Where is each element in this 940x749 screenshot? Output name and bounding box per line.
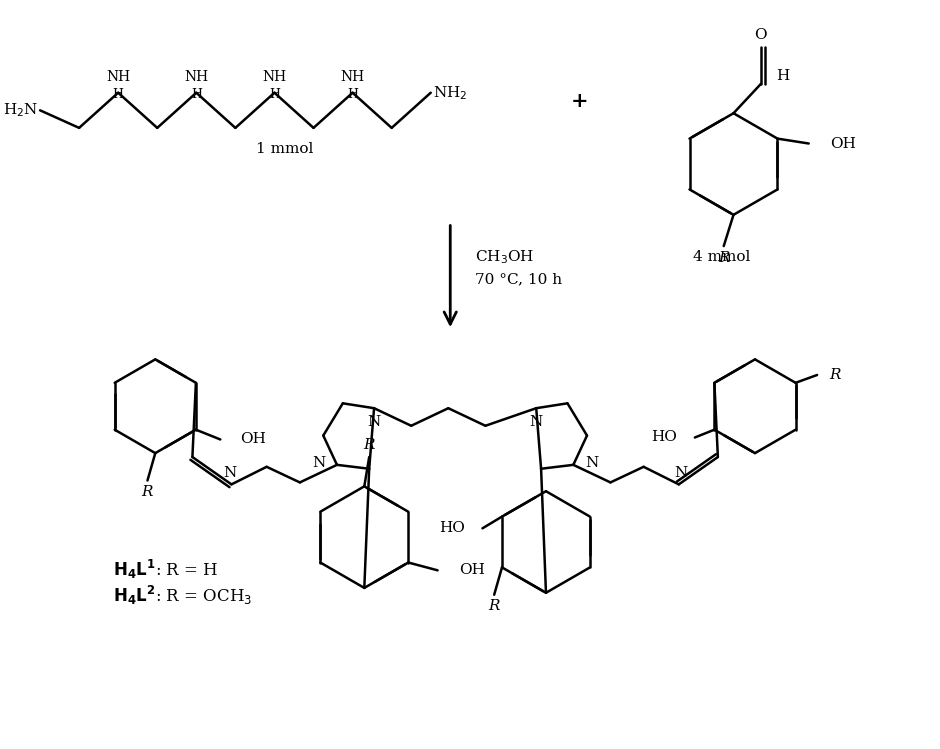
Text: N: N [585,456,598,470]
Text: H$_2$N: H$_2$N [3,101,39,119]
Text: 4 mmol: 4 mmol [693,250,750,264]
Text: 70 °C, 10 h: 70 °C, 10 h [475,273,562,286]
Text: HO: HO [651,431,678,444]
Text: H: H [776,69,789,83]
Text: OH: OH [459,563,485,577]
Text: N: N [368,415,381,429]
Text: OH: OH [830,136,856,151]
Text: HO: HO [439,521,465,536]
Text: NH: NH [184,70,209,84]
Text: N: N [223,466,236,479]
Text: N: N [674,466,687,479]
Text: NH: NH [262,70,287,84]
Text: 1 mmol: 1 mmol [256,142,313,157]
Text: R: R [364,438,375,452]
Text: H: H [113,88,124,101]
Text: O: O [755,28,767,42]
Text: R: R [718,251,729,265]
Text: CH$_3$OH: CH$_3$OH [475,248,534,266]
Text: H: H [269,88,280,101]
Text: $\mathbf{H_4L^1}$: R = H: $\mathbf{H_4L^1}$: R = H [114,558,219,581]
Text: N: N [529,415,542,429]
Text: NH: NH [106,70,131,84]
Text: H: H [347,88,358,101]
Text: R: R [142,485,153,499]
Text: NH: NH [340,70,365,84]
Text: NH$_2$: NH$_2$ [432,84,467,102]
Text: N: N [312,456,325,470]
Text: +: + [571,91,588,111]
Text: OH: OH [240,432,266,446]
Text: R: R [489,599,500,613]
Text: $\mathbf{H_4L^2}$: R = OCH$_3$: $\mathbf{H_4L^2}$: R = OCH$_3$ [114,584,253,607]
Text: R: R [829,368,840,382]
Text: H: H [191,88,202,101]
